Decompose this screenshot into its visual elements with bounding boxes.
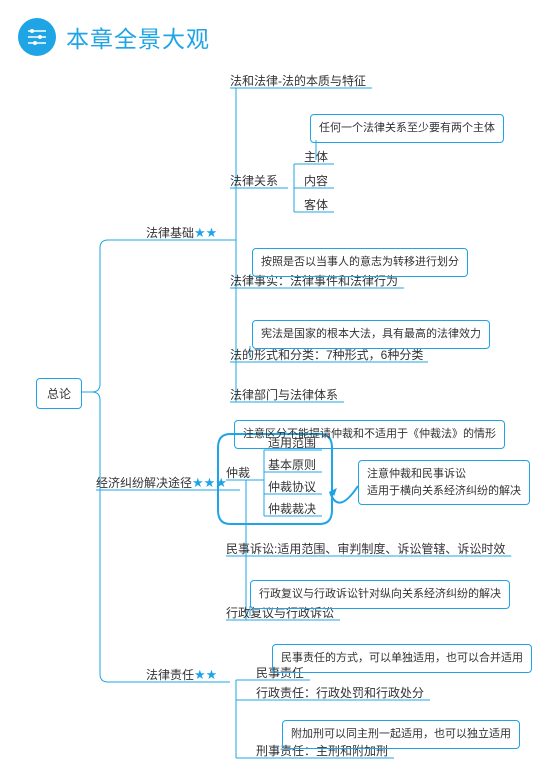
rating-stars: ★★★ [192,475,227,490]
level1-node: 经济纠纷解决途径★★★ [96,474,227,491]
rating-stars: ★★ [194,667,217,682]
dispute-item: 民事诉讼:适用范围、审判制度、诉讼管辖、诉讼时效 [226,540,505,557]
level1-node: 法律基础★★ [146,224,217,241]
arbitration-sub: 仲裁协议 [268,478,316,495]
law-basis-item: 法律部门与法律体系 [230,386,338,403]
law-relation-sub: 主体 [304,148,328,165]
rating-stars: ★★ [194,225,217,240]
level1-node: 法律责任★★ [146,666,217,683]
callout-note: 民事责任的方式，可以单独适用，也可以合并适用 [272,644,532,673]
law-relation-sub: 内容 [304,172,328,189]
page-header: 本章全景大观 [0,0,558,56]
callout-note: 附加刑可以同主刑一起适用，也可以独立适用 [282,720,520,749]
arbitration-sub: 仲裁裁决 [268,500,316,517]
callout-note: 注意区分不能提请仲裁和不适用于《仲裁法》的情形 [234,420,505,449]
law-relation-sub: 客体 [304,196,328,213]
callout-note: 注意仲裁和民事诉讼适用于横向关系经济纠纷的解决 [358,460,530,505]
dispute-item: 仲裁 [226,464,250,481]
law-basis-item: 法和法律-法的本质与特征 [230,72,366,89]
liability-item: 行政责任：行政处罚和行政处分 [256,684,424,701]
page-title: 本章全景大观 [66,20,210,54]
law-basis-item: 法律关系 [230,172,278,189]
callout-note: 宪法是国家的根本大法，具有最高的法律效力 [252,320,490,349]
callout-note: 行政复议与行政诉讼针对纵向关系经济纠纷的解决 [250,580,510,609]
law-basis-item: 法的形式和分类：7种形式，6种分类 [230,346,423,363]
arbitration-sub: 基本原则 [268,456,316,473]
callout-note: 任何一个法律关系至少要有两个主体 [310,114,504,143]
mindmap-icon [18,18,56,56]
callout-note: 按照是否以当事人的意志为转移进行划分 [252,248,468,277]
root-node: 总论 [36,378,82,409]
